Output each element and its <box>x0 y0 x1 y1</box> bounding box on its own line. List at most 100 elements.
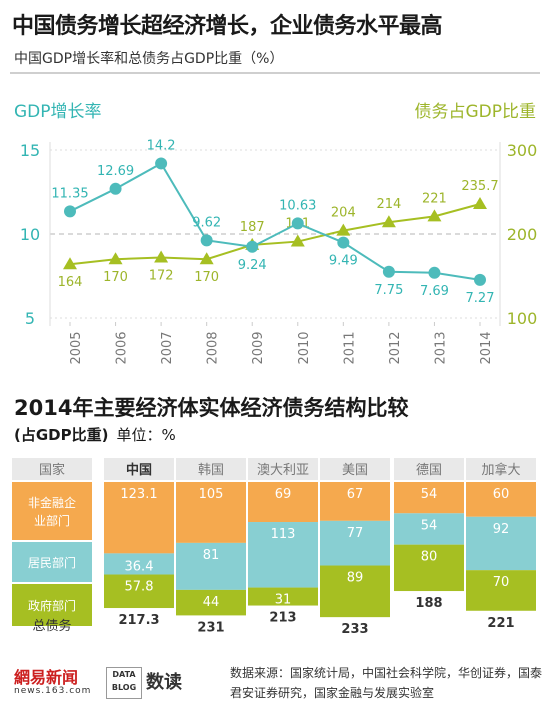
gdp-data-label: 11.35 <box>51 186 88 201</box>
debt-point <box>108 252 123 265</box>
unit-label: 单位：% <box>116 426 176 444</box>
section-subtitle-text: (占GDP比重) <box>14 426 109 444</box>
column-header-country: 国家 <box>39 462 65 478</box>
column-header-cell <box>466 458 536 480</box>
column-header: 加拿大 <box>481 462 520 478</box>
total-value: 233 <box>341 622 368 637</box>
gdp-data-label: 7.69 <box>420 284 449 299</box>
bar-segment-corporate <box>320 482 390 521</box>
gdp-data-label: 9.24 <box>238 258 267 273</box>
gdp-data-label: 12.69 <box>97 164 134 179</box>
bar-segment-corporate <box>248 482 318 523</box>
bar-value-label: 92 <box>493 522 510 537</box>
datablog-logo: DATA BLOG <box>106 667 142 699</box>
bar-value-label: 31 <box>275 593 292 608</box>
x-tick-label: 2010 <box>297 331 312 364</box>
gdp-point <box>428 266 441 279</box>
gdp-point <box>64 205 76 218</box>
total-value: 213 <box>269 611 296 626</box>
y-tick-right: 300 <box>507 141 538 160</box>
total-value: 188 <box>415 596 442 611</box>
x-tick-label: 2011 <box>342 331 357 364</box>
bar-value-label: 44 <box>203 595 220 610</box>
bar-segment-household <box>466 516 536 571</box>
debt-data-label: 204 <box>331 206 356 221</box>
chart-subtitle: 中国GDP增长率和总债务占GDP比重（%） <box>14 51 284 67</box>
y-tick-left: 10 <box>20 225 40 244</box>
bar-segment-household <box>176 542 246 590</box>
bar-value-label: 89 <box>347 571 364 586</box>
column-header-cell <box>104 458 174 480</box>
debt-point <box>290 234 305 247</box>
bar-segment-government <box>104 574 174 609</box>
column-header-cell <box>320 458 390 480</box>
gdp-data-label: 7.27 <box>466 291 495 306</box>
debt-data-label: 164 <box>58 275 83 290</box>
gdp-data-label: 7.75 <box>374 283 403 298</box>
column-header: 中国 <box>126 462 152 478</box>
bar-segment-government <box>466 570 536 611</box>
debt-data-label: 170 <box>103 270 128 285</box>
x-tick-label: 2009 <box>251 331 266 364</box>
bar-segment-government <box>394 544 464 592</box>
section-subtitle: (占GDP比重) 单位：% <box>14 424 176 445</box>
total-row-label: 总债务 <box>32 618 71 634</box>
gdp-data-label: 9.62 <box>192 215 221 230</box>
gdp-point <box>200 234 213 247</box>
debt-data-label: 221 <box>422 191 447 206</box>
bar-segment-government <box>176 589 246 616</box>
bar-segment-government <box>248 587 318 606</box>
x-tick-label: 2007 <box>160 331 175 364</box>
bar-value-label: 54 <box>421 518 438 533</box>
x-tick-label: 2006 <box>115 331 130 364</box>
bar-value-label: 67 <box>347 487 364 502</box>
y-tick-right: 200 <box>507 225 538 244</box>
bar-segment-household <box>248 522 318 588</box>
bar-segment-corporate <box>394 482 464 514</box>
debt-point <box>154 250 169 263</box>
bar-value-label: 123.1 <box>120 487 157 502</box>
row-label-cell <box>12 482 92 540</box>
bar-segment-corporate <box>466 482 536 517</box>
bar-value-label: 54 <box>421 487 438 502</box>
header-cell-label <box>12 458 92 480</box>
right-axis-title: 债务占GDP比重 <box>414 102 536 122</box>
gdp-data-label: 10.63 <box>279 198 316 213</box>
x-tick-label: 2012 <box>388 331 403 364</box>
total-value: 231 <box>197 620 224 635</box>
debt-data-label: 235.7 <box>461 179 498 194</box>
gdp-point <box>155 157 168 170</box>
gdp-series-line <box>69 162 481 281</box>
column-header: 德国 <box>416 463 442 478</box>
debt-data-label: 172 <box>149 269 174 284</box>
row-label-cell <box>12 542 92 582</box>
datablog-line2: BLOG <box>111 683 137 692</box>
bar-segment-household <box>104 553 174 575</box>
y-tick-right: 100 <box>507 309 538 328</box>
bar-segment-corporate <box>176 482 246 543</box>
x-tick-label: 2008 <box>206 331 221 364</box>
bar-segment-household <box>320 520 390 566</box>
bar-value-label: 77 <box>347 526 364 541</box>
gdp-data-label: 14.2 <box>147 138 176 153</box>
y-tick-left: 5 <box>25 309 35 328</box>
bar-value-label: 69 <box>275 487 292 502</box>
debt-data-label: 187 <box>240 220 265 235</box>
debt-point <box>427 209 442 222</box>
x-tick-label: 2013 <box>433 331 448 364</box>
netease-news-logo: 網易新闻 <box>14 668 79 687</box>
bar-segment-government <box>320 565 390 618</box>
total-value: 217.3 <box>118 613 159 628</box>
debt-point <box>473 197 487 210</box>
gdp-point <box>474 273 486 286</box>
divider <box>10 72 540 74</box>
bar-segment-corporate <box>104 482 174 554</box>
gdp-point <box>337 236 350 249</box>
y-tick-left: 15 <box>20 141 40 160</box>
section-title: 2014年主要经济体实体经济债务结构比较 <box>14 396 409 420</box>
x-tick-label: 2014 <box>479 331 494 364</box>
bar-value-label: 80 <box>421 550 438 565</box>
column-header: 美国 <box>342 463 368 478</box>
